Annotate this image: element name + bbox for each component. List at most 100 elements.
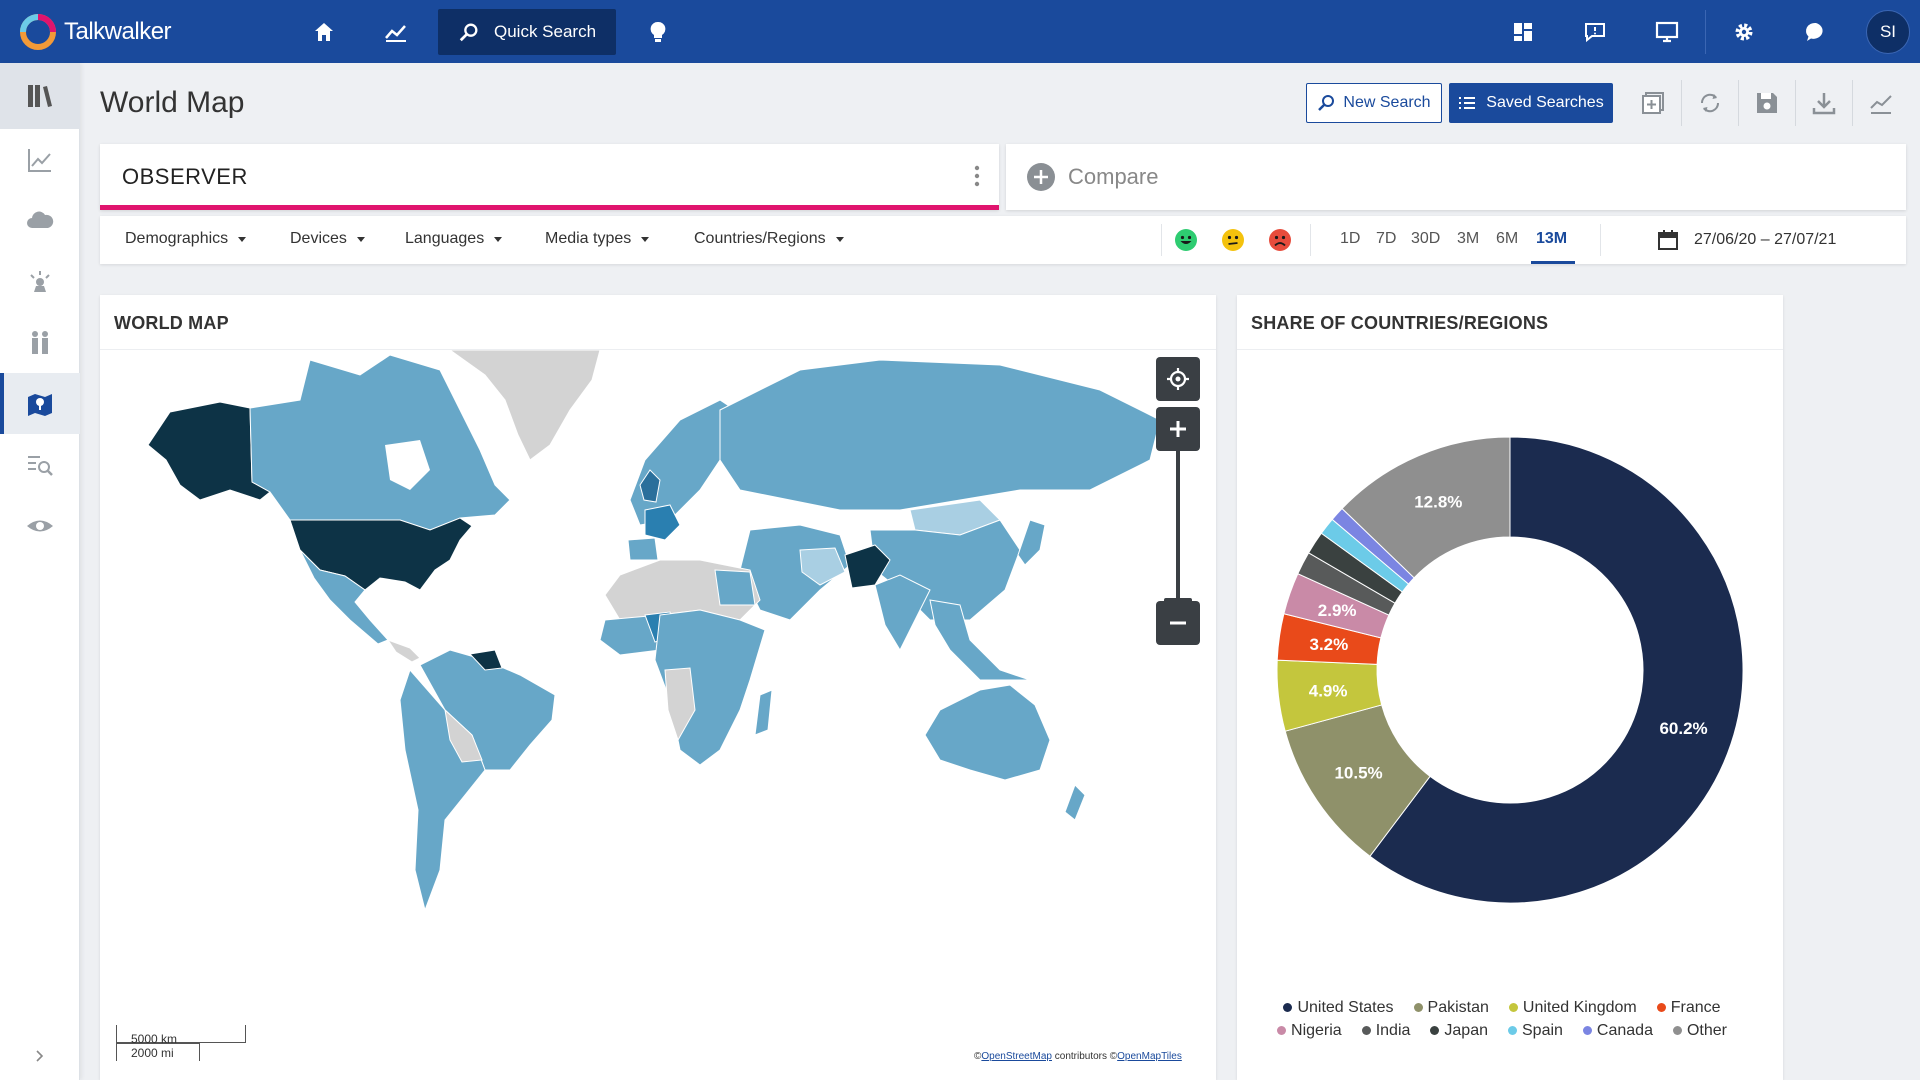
map-region-new-zealand[interactable] <box>1064 784 1086 821</box>
compare-button[interactable]: Compare <box>1006 144 1906 210</box>
filter-countries-regions[interactable]: Countries/Regions <box>694 230 844 248</box>
donut-slice-other[interactable] <box>1341 436 1511 579</box>
minus-icon <box>1170 621 1186 625</box>
more-vertical-icon[interactable] <box>973 164 981 188</box>
period-6m[interactable]: 6M <box>1496 230 1519 247</box>
trend-button[interactable] <box>1852 80 1909 126</box>
settings-button[interactable] <box>1708 0 1780 63</box>
filter-demographics[interactable]: Demographics <box>125 230 247 248</box>
legend-item-france[interactable]: France <box>1656 996 1721 1019</box>
observer-query-tab[interactable]: OBSERVER <box>100 144 999 210</box>
sidebar-expand-button[interactable] <box>0 1032 80 1080</box>
quick-search-button[interactable]: Quick Search <box>438 8 617 55</box>
user-avatar[interactable]: SI <box>1866 9 1910 54</box>
donut-slice-united-states[interactable] <box>1369 436 1744 904</box>
map-region-venezuela[interactable] <box>468 649 503 671</box>
brand-name: Talkwalker <box>64 17 172 45</box>
map-region-madagascar[interactable] <box>754 689 773 736</box>
period-30d[interactable]: 30D <box>1411 230 1441 247</box>
map-region-southeast-asia[interactable] <box>929 599 1031 681</box>
insights-button[interactable] <box>622 0 694 63</box>
date-range-picker[interactable]: 27/06/20 – 27/07/21 <box>1656 228 1836 252</box>
new-search-button[interactable]: New Search <box>1306 83 1442 123</box>
map-scale-bar: 5000 km 2000 mi <box>116 1025 246 1061</box>
map-region-india[interactable] <box>874 574 931 652</box>
legend-item-spain[interactable]: Spain <box>1508 1019 1563 1042</box>
legend-label: Canada <box>1596 1022 1653 1039</box>
display-button[interactable] <box>1631 0 1703 63</box>
map-region-france[interactable] <box>644 504 681 541</box>
map-region-alaska[interactable] <box>147 401 271 501</box>
map-region-mexico[interactable] <box>299 549 389 645</box>
legend-item-other[interactable]: Other <box>1672 1019 1727 1042</box>
map-region-russia[interactable] <box>719 359 1161 511</box>
legend-item-pakistan[interactable]: Pakistan <box>1413 996 1489 1019</box>
map-region-pakistan[interactable] <box>844 544 891 589</box>
share-donut-chart[interactable]: 60.2% 10.5% 4.9% 3.2% 2.9% 12.8% <box>1237 350 1783 1070</box>
map-zoom-in-button[interactable] <box>1156 407 1200 451</box>
period-1d[interactable]: 1D <box>1340 230 1361 247</box>
download-button[interactable] <box>1795 80 1852 126</box>
period-7d[interactable]: 7D <box>1376 230 1397 247</box>
new-search-label: New Search <box>1343 94 1431 111</box>
home-button[interactable] <box>288 0 360 63</box>
filter-media-types[interactable]: Media types <box>545 230 650 248</box>
filter-label: Devices <box>290 230 347 247</box>
map-region-australia[interactable] <box>924 684 1051 781</box>
sidebar-item-monitor[interactable] <box>0 495 80 556</box>
map-region-iran[interactable] <box>799 547 846 586</box>
legend-dot <box>1413 1003 1423 1012</box>
map-region-egypt[interactable] <box>714 569 756 606</box>
map-zoom-slider-thumb[interactable] <box>1164 598 1192 604</box>
trend-line-icon <box>1870 95 1892 114</box>
negative-sentiment-icon[interactable] <box>1268 228 1292 252</box>
legend-item-nigeria[interactable]: Nigeria <box>1277 1019 1342 1042</box>
legend-item-canada[interactable]: Canada <box>1582 1019 1653 1042</box>
neutral-sentiment-icon[interactable] <box>1221 228 1245 252</box>
map-region-angola-namibia[interactable] <box>664 667 696 742</box>
openmaptiles-link[interactable]: OpenMapTiles <box>1117 1051 1182 1062</box>
map-recenter-button[interactable] <box>1156 357 1200 401</box>
positive-sentiment-icon[interactable] <box>1174 228 1198 252</box>
sidebar-item-library[interactable] <box>0 63 80 129</box>
legend-dot <box>1508 1026 1517 1035</box>
filter-languages[interactable]: Languages <box>405 230 503 248</box>
map-region-greenland[interactable] <box>449 350 601 461</box>
talkwalker-logo[interactable]: Talkwalker <box>18 12 288 52</box>
map-region-central-america[interactable] <box>386 639 421 663</box>
legend-dot <box>1430 1026 1440 1035</box>
saved-searches-button[interactable]: Saved Searches <box>1449 83 1613 123</box>
map-region-united-kingdom[interactable] <box>639 469 661 503</box>
map-attribution: ©OpenStreetMap contributors ©OpenMapTile… <box>970 1050 1186 1063</box>
openstreetmap-link[interactable]: OpenStreetMap <box>981 1051 1052 1062</box>
filter-label: Languages <box>405 230 485 247</box>
sidebar-item-world-map[interactable] <box>0 373 80 434</box>
legend-item-united-states[interactable]: United States <box>1283 996 1394 1019</box>
sidebar-item-analytics[interactable] <box>0 129 80 190</box>
filter-devices[interactable]: Devices <box>290 230 365 248</box>
chat-button[interactable] <box>1780 0 1852 63</box>
refresh-button[interactable] <box>1681 80 1738 126</box>
sidebar-item-influencers[interactable] <box>0 251 80 312</box>
period-13m[interactable]: 13M <box>1536 230 1568 247</box>
map-zoom-out-button[interactable] <box>1156 601 1200 645</box>
map-region-spain[interactable] <box>627 537 659 561</box>
world-map[interactable] <box>100 350 1216 1080</box>
map-region-canada[interactable] <box>249 354 511 531</box>
alerts-button[interactable] <box>1559 0 1631 63</box>
legend-item-india[interactable]: India <box>1361 1019 1410 1042</box>
map-region-japan[interactable] <box>1017 519 1046 566</box>
legend-item-united-kingdom[interactable]: United Kingdom <box>1508 996 1637 1019</box>
save-button[interactable] <box>1738 80 1795 126</box>
sidebar-item-topics[interactable] <box>0 190 80 251</box>
period-3m[interactable]: 3M <box>1457 230 1480 247</box>
dashboards-button[interactable] <box>1487 0 1559 63</box>
sidebar-item-results[interactable] <box>0 434 80 495</box>
sidebar-item-demographics[interactable] <box>0 312 80 373</box>
attribution-middle: contributors © <box>1051 1051 1118 1062</box>
analytics-button[interactable] <box>360 0 432 63</box>
map-zoom-slider-track[interactable] <box>1176 449 1180 601</box>
map-region-bolivia[interactable] <box>444 708 483 763</box>
legend-item-japan[interactable]: Japan <box>1430 1019 1488 1042</box>
add-to-dashboard-button[interactable] <box>1624 80 1681 126</box>
